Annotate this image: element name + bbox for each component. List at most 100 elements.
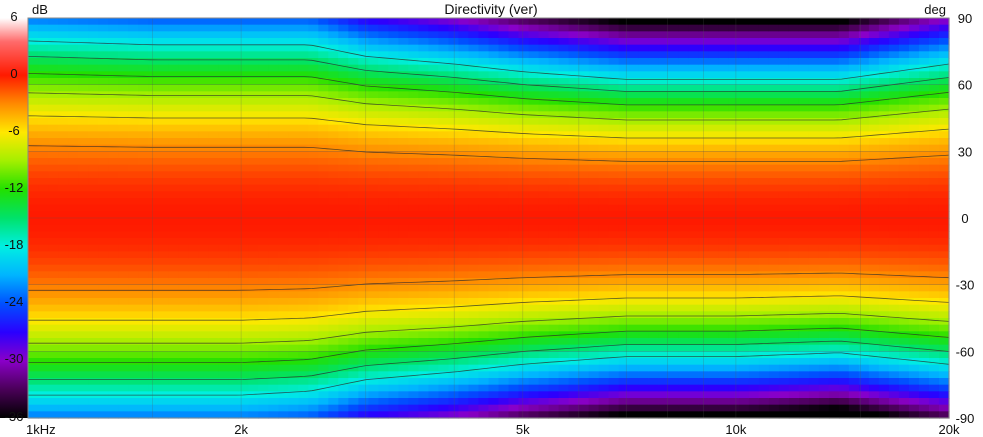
heatmap-cell (828, 191, 840, 199)
heatmap-cell (468, 291, 480, 299)
heatmap-cell (428, 258, 440, 266)
heatmap-cell (138, 164, 149, 172)
heatmap-cell (108, 371, 119, 379)
heatmap-cell (378, 324, 389, 332)
heatmap-cell (528, 131, 540, 139)
heatmap-cell (788, 178, 800, 186)
heatmap-cell (698, 138, 710, 146)
heatmap-cell (538, 384, 550, 392)
heatmap-cell (288, 38, 299, 46)
heatmap-cell (698, 98, 710, 106)
heatmap-cell (718, 331, 730, 339)
heatmap-cell (518, 18, 530, 26)
heatmap-cell (408, 151, 420, 159)
heatmap-cell (168, 344, 179, 352)
heatmap-cell (468, 224, 480, 232)
heatmap-cell (278, 218, 289, 226)
heatmap-cell (518, 351, 530, 359)
heatmap-cell (388, 44, 399, 52)
heatmap-cell (698, 204, 710, 212)
heatmap-cell (688, 44, 700, 52)
colorbar-tick-label: -30 (5, 351, 24, 366)
heatmap-cell (718, 378, 730, 386)
heatmap-cell (588, 318, 600, 326)
heatmap-cell (328, 64, 339, 72)
heatmap-cell (768, 211, 780, 219)
heatmap-cell (238, 351, 249, 359)
heatmap-cell (138, 238, 149, 246)
heatmap-cell (448, 318, 460, 326)
heatmap-cell (238, 171, 249, 179)
heatmap-cell (488, 58, 500, 66)
heatmap-cell (28, 324, 39, 332)
heatmap-cell (738, 78, 750, 86)
heatmap-cell (68, 24, 79, 32)
heatmap-cell (648, 411, 660, 419)
heatmap-cell (848, 384, 860, 392)
heatmap-cell (478, 178, 490, 186)
heatmap-cell (148, 131, 159, 139)
heatmap-cell (798, 364, 810, 372)
heatmap-cell (718, 84, 730, 92)
heatmap-cell (458, 58, 470, 66)
heatmap-cell (538, 151, 550, 159)
heatmap-cell (658, 118, 670, 126)
y-axis-unit-label: deg (924, 2, 946, 17)
heatmap-cell (298, 18, 309, 26)
heatmap-cell (148, 44, 159, 52)
heatmap-cell (688, 31, 700, 39)
heatmap-cell (208, 358, 219, 366)
heatmap-cell (688, 84, 700, 92)
heatmap-cell (348, 324, 359, 332)
heatmap-cell (98, 384, 109, 392)
heatmap-cell (168, 124, 179, 132)
heatmap-cell (748, 111, 760, 119)
heatmap-cell (508, 231, 520, 239)
heatmap-cell (758, 198, 770, 206)
heatmap-cell (128, 404, 139, 412)
heatmap-cell (168, 24, 179, 32)
heatmap-cell (478, 404, 490, 412)
heatmap-cell (578, 58, 590, 66)
heatmap-cell (388, 151, 399, 159)
heatmap-cell (608, 78, 620, 86)
heatmap-cell (608, 238, 620, 246)
heatmap-cell (528, 311, 540, 319)
heatmap-cell (408, 391, 420, 399)
heatmap-cell (548, 138, 560, 146)
heatmap-cell (418, 364, 430, 372)
heatmap-cell (818, 364, 830, 372)
heatmap-cell (288, 98, 299, 106)
heatmap-cell (518, 31, 530, 39)
heatmap-cell (698, 191, 710, 199)
heatmap-cell (648, 138, 660, 146)
heatmap-cell (618, 164, 630, 172)
heatmap-cell (368, 371, 379, 379)
heatmap-cell (398, 171, 410, 179)
heatmap-cell (138, 24, 149, 32)
heatmap-cell (428, 211, 440, 219)
heatmap-cell (458, 151, 470, 159)
heatmap-cell (238, 71, 249, 79)
heatmap-cell (418, 318, 430, 326)
heatmap-cell (398, 371, 410, 379)
heatmap-cell (198, 198, 209, 206)
heatmap-cell (718, 244, 730, 252)
heatmap-cell (638, 31, 650, 39)
heatmap-cell (598, 318, 610, 326)
heatmap-cell (218, 358, 229, 366)
heatmap-cell (168, 251, 179, 259)
heatmap-cell (88, 244, 99, 252)
heatmap-cell (158, 24, 169, 32)
heatmap-cell (508, 171, 520, 179)
heatmap-cell (378, 144, 389, 152)
heatmap-cell (828, 198, 840, 206)
heatmap-cell (108, 204, 119, 212)
heatmap-cell (38, 224, 49, 232)
heatmap-cell (488, 184, 500, 192)
heatmap-cell (458, 278, 470, 286)
heatmap-cell (688, 111, 700, 119)
heatmap-cell (58, 244, 69, 252)
heatmap-cell (238, 91, 249, 99)
heatmap-cell (458, 384, 470, 392)
